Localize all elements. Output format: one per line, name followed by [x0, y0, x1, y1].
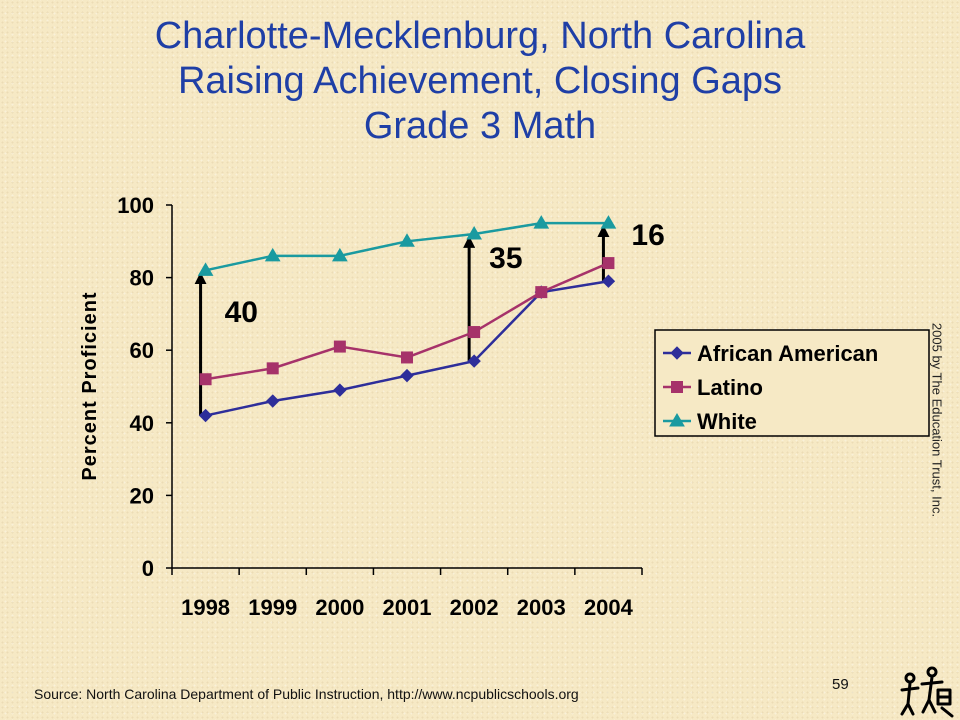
legend-entry: Latino	[697, 375, 763, 400]
data-point	[602, 257, 615, 270]
x-tick-label: 2001	[383, 595, 432, 620]
page-number: 59	[832, 676, 849, 693]
slide-title: Charlotte-Mecklenburg, North Carolina Ra…	[0, 14, 960, 149]
data-point	[264, 247, 281, 262]
data-point	[197, 262, 214, 276]
x-tick-label: 1999	[248, 595, 297, 620]
source-note: Source: North Carolina Department of Pub…	[34, 686, 579, 702]
y-tick-label: 60	[130, 338, 154, 363]
data-point	[198, 408, 213, 423]
title-line-3: Grade 3 Math	[363, 105, 597, 147]
data-point	[600, 215, 617, 229]
data-point	[266, 362, 279, 375]
data-point	[466, 226, 483, 240]
legend-marker	[670, 346, 684, 360]
copyright-text: 2005 by The Education Trust, Inc.	[929, 322, 945, 518]
data-point	[468, 326, 481, 339]
data-point	[331, 247, 348, 262]
gap-label: 40	[225, 296, 258, 329]
data-point	[333, 383, 347, 397]
legend-marker	[669, 413, 685, 427]
y-tick-label: 40	[130, 411, 154, 436]
data-point	[399, 233, 415, 247]
series-line	[205, 279, 609, 417]
title-line-2: Raising Achievement, Closing Gaps	[177, 60, 783, 102]
x-tick-label: 2004	[584, 595, 634, 620]
title-line-1: Charlotte-Mecklenburg, North Carolina	[154, 15, 806, 57]
education-trust-logo-icon	[900, 666, 954, 718]
legend-entry: African American	[697, 341, 878, 366]
data-point	[266, 394, 280, 408]
data-point	[601, 274, 616, 288]
data-point	[533, 215, 550, 229]
y-tick-label: 20	[130, 483, 154, 508]
data-point	[333, 340, 346, 353]
y-tick-label: 0	[142, 556, 154, 581]
y-tick-label: 100	[117, 193, 154, 218]
legend-box	[654, 329, 930, 437]
x-tick-label: 2003	[517, 595, 566, 620]
x-tick-label: 1998	[181, 595, 230, 620]
data-point	[467, 354, 481, 368]
data-point	[199, 373, 212, 386]
legend-entry: White	[697, 409, 757, 434]
y-tick-label: 80	[130, 266, 154, 291]
data-point	[400, 368, 414, 383]
gap-label: 35	[489, 242, 522, 275]
data-point	[535, 286, 548, 299]
x-tick-label: 2000	[315, 595, 364, 620]
data-point	[401, 351, 413, 364]
y-axis-label: Percent Proficient	[79, 291, 101, 480]
gap-label: 16	[631, 219, 664, 252]
legend-marker	[671, 381, 683, 393]
x-tick-label: 2002	[450, 595, 499, 620]
